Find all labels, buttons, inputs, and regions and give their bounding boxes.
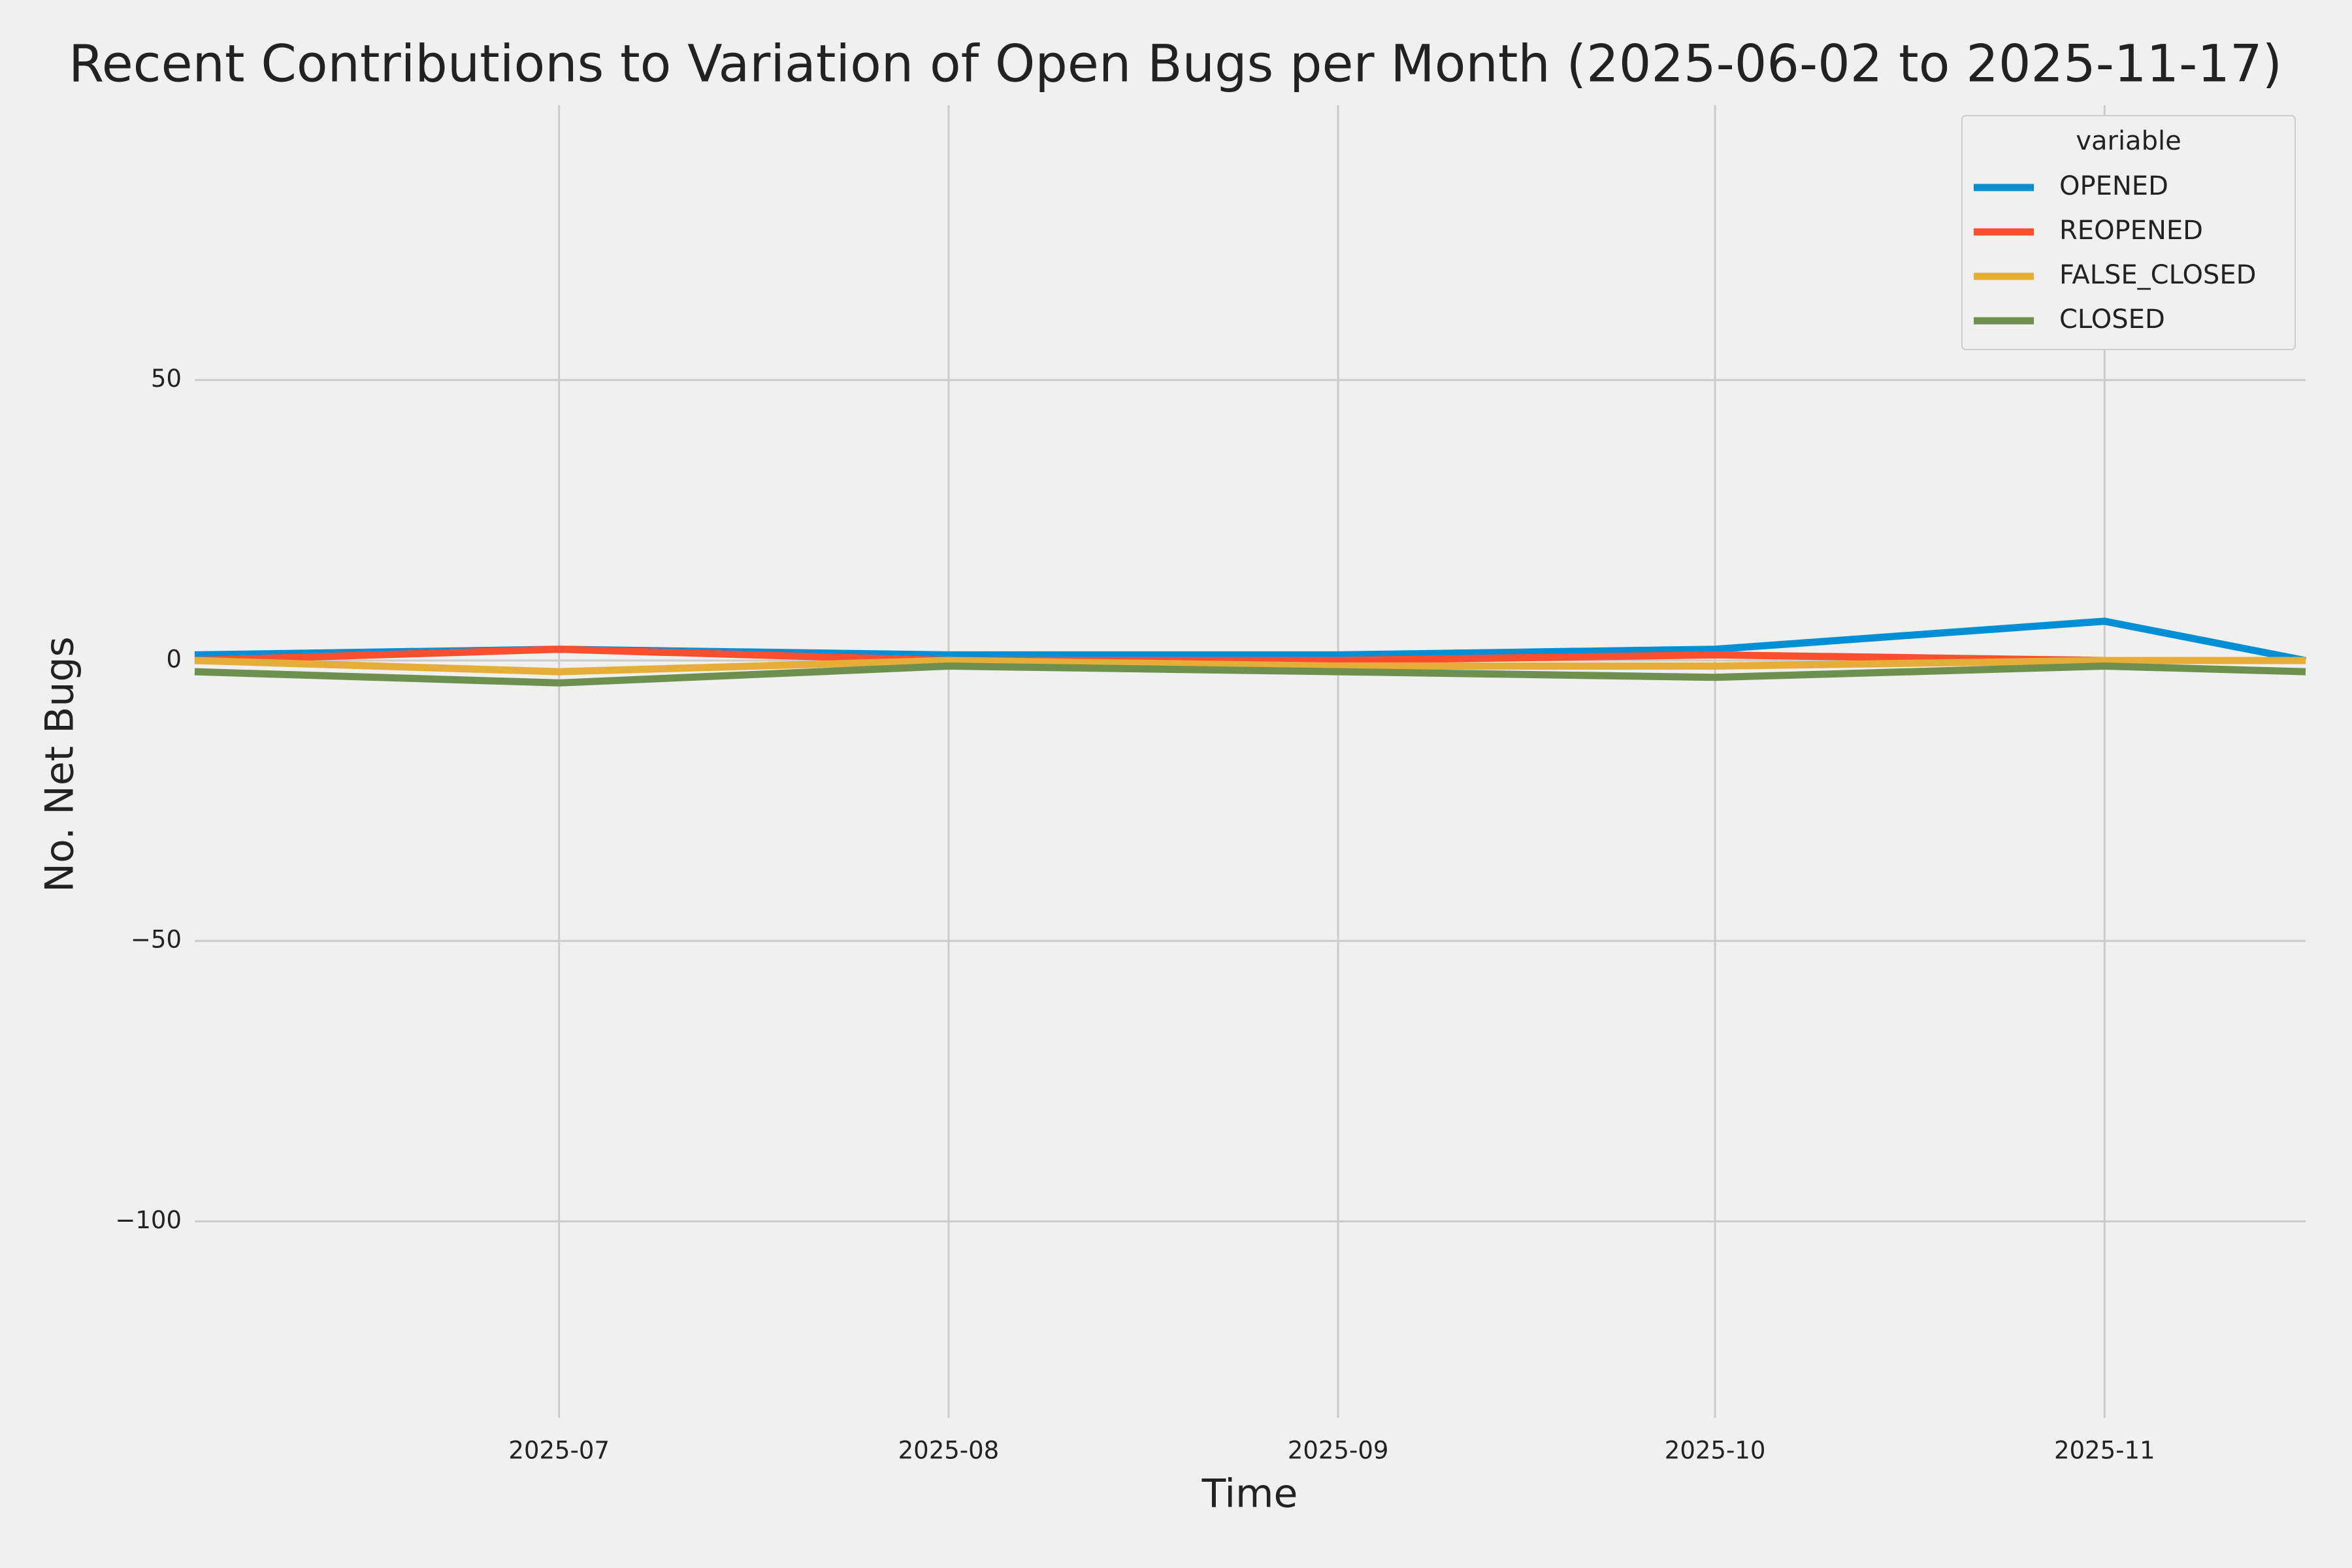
legend: variable OPENED REOPENED FALSE_CLOSED CLOSED xyxy=(1961,115,2296,350)
y-tick-label: −50 xyxy=(131,926,182,954)
lines xyxy=(194,617,2307,687)
x-tick-label: 2025-09 xyxy=(1288,1437,1389,1465)
x-axis-label: Time xyxy=(1201,1471,1298,1517)
x-tick-label: 2025-08 xyxy=(898,1437,1000,1465)
legend-title: variable xyxy=(2076,126,2181,156)
series-line xyxy=(194,662,2306,687)
y-tick-label: 0 xyxy=(166,645,182,673)
grid xyxy=(195,105,2306,1418)
x-tick-label: 2025-07 xyxy=(508,1437,610,1465)
legend-label: OPENED xyxy=(2059,171,2168,201)
y-tick-label: −100 xyxy=(115,1206,182,1234)
y-tick-label: 50 xyxy=(151,365,182,393)
legend-label: FALSE_CLOSED xyxy=(2059,260,2256,290)
legend-label: REOPENED xyxy=(2059,216,2203,246)
legend-label: CLOSED xyxy=(2059,304,2165,335)
x-tick-label: 2025-10 xyxy=(1665,1437,1766,1465)
series-line xyxy=(194,657,2306,676)
y-axis-label: No. Net Bugs xyxy=(37,636,83,892)
x-tick-label: 2025-11 xyxy=(2054,1437,2155,1465)
legend-box xyxy=(1961,115,2296,350)
series-line xyxy=(194,617,2307,664)
chart-title: Recent Contributions to Variation of Ope… xyxy=(69,35,2282,93)
